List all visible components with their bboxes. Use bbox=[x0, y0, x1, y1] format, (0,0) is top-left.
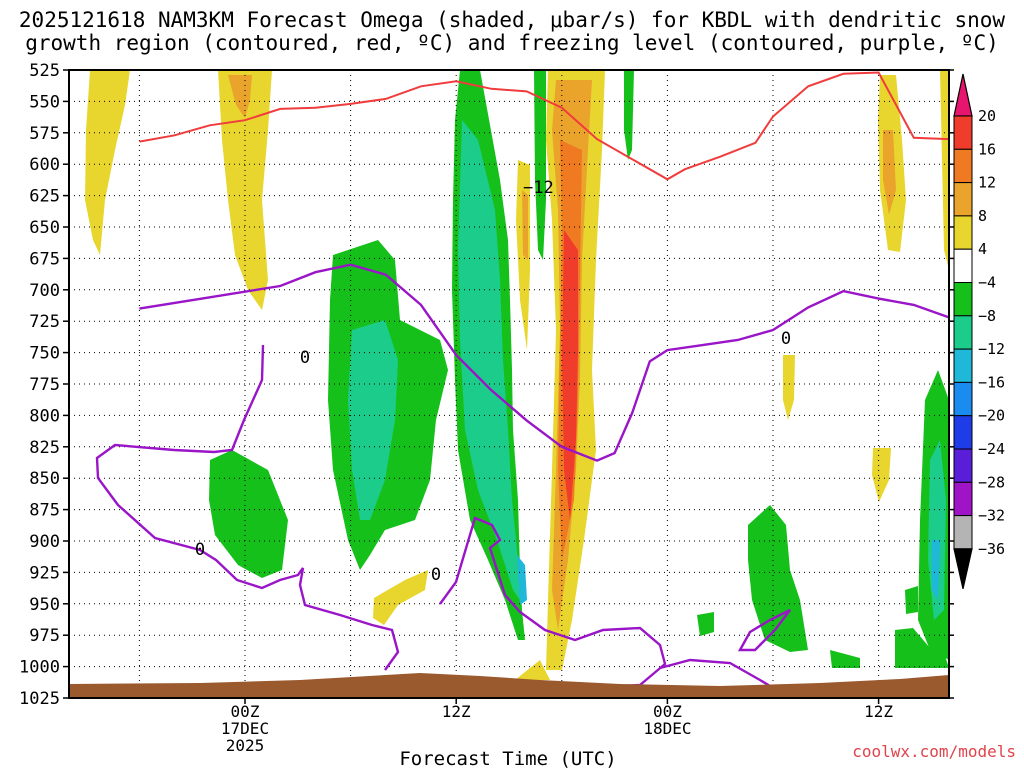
freezing-level-label: 0 bbox=[300, 348, 310, 368]
colorbar-tick-label: 8 bbox=[978, 207, 987, 225]
colorbar-tick-label: −12 bbox=[978, 340, 1005, 358]
y-tick-label: 525 bbox=[29, 61, 60, 81]
omega-shaded-region bbox=[830, 650, 860, 668]
y-tick-label: 575 bbox=[29, 124, 60, 144]
y-tick-label: 725 bbox=[29, 312, 60, 332]
freezing-level-contour-lower bbox=[95, 344, 791, 688]
omega-shaded-region bbox=[748, 505, 808, 652]
chart-title-line1: 2025121618 NAM3KM Forecast Omega (shaded… bbox=[19, 8, 1006, 32]
omega-shaded-region bbox=[228, 75, 252, 118]
freezing-level-labels: 0 0 0 0 bbox=[195, 329, 791, 585]
omega-shaded-region bbox=[883, 130, 896, 215]
y-tick-label: 700 bbox=[29, 281, 60, 301]
y-tick-label: 625 bbox=[29, 187, 60, 207]
colorbar-bottom-arrow bbox=[953, 548, 973, 590]
y-tick-label: 975 bbox=[29, 626, 60, 646]
freezing-level-label: 0 bbox=[195, 540, 205, 560]
x-axis: 00Z17DEC202512Z00Z18DEC12Z00Z19DEC bbox=[221, 698, 893, 755]
dendritic-growth-contour bbox=[139, 71, 949, 181]
x-axis-label: Forecast Time (UTC) bbox=[399, 748, 616, 768]
y-tick-label: 750 bbox=[29, 344, 60, 364]
y-tick-label: 800 bbox=[29, 406, 60, 426]
x-tick-label: 2025 bbox=[226, 736, 265, 755]
colorbar-swatch bbox=[953, 282, 973, 317]
y-tick-label: 850 bbox=[29, 469, 60, 489]
y-tick-label: 775 bbox=[29, 375, 60, 395]
omega-shaded-region bbox=[940, 70, 949, 270]
omega-shaded-region bbox=[458, 120, 520, 600]
omega-shaded-region bbox=[697, 612, 714, 636]
x-tick-label: 17DEC bbox=[221, 719, 269, 738]
colorbar-swatch bbox=[953, 115, 973, 150]
dgz-contour-label: −12 bbox=[523, 178, 554, 198]
colorbar-tick-label: 20 bbox=[978, 107, 996, 125]
colorbar-tick-label: 4 bbox=[978, 240, 987, 258]
chart-title-line2: growth region (contoured, red, ºC) and f… bbox=[25, 31, 999, 55]
omega-shaded-region bbox=[895, 628, 949, 668]
colorbar-tick-label: −28 bbox=[978, 473, 1005, 491]
omega-shaded-region bbox=[534, 70, 546, 260]
y-tick-label: 900 bbox=[29, 532, 60, 552]
omega-shading bbox=[85, 70, 949, 680]
colorbar-swatch bbox=[953, 515, 973, 550]
omega-shaded-region bbox=[348, 320, 398, 520]
colorbar-tick-label: 16 bbox=[978, 140, 996, 158]
colorbar-swatch bbox=[953, 381, 973, 417]
y-tick-label: 600 bbox=[29, 155, 60, 175]
x-tick-label: 12Z bbox=[864, 702, 893, 721]
colorbar-swatch bbox=[953, 148, 973, 184]
colorbar-tick-label: −32 bbox=[978, 507, 1005, 525]
colorbar-tick-label: −20 bbox=[978, 407, 1005, 425]
x-tick-label: 00Z bbox=[231, 702, 260, 721]
omega-shaded-region bbox=[522, 190, 528, 260]
x-tick-label: 18DEC bbox=[643, 719, 691, 738]
colorbar-swatch bbox=[953, 215, 973, 250]
omega-shaded-region bbox=[517, 555, 527, 605]
omega-shaded-region bbox=[783, 355, 795, 420]
colorbar-tick-label: −16 bbox=[978, 373, 1005, 391]
colorbar-swatch bbox=[953, 182, 973, 217]
y-tick-label: 650 bbox=[29, 218, 60, 238]
omega-shaded-region bbox=[932, 540, 940, 600]
y-tick-label: 875 bbox=[29, 501, 60, 521]
grid-lines bbox=[69, 70, 949, 698]
y-tick-label: 550 bbox=[29, 92, 60, 112]
freezing-level-contour bbox=[139, 263, 949, 462]
colorbar-swatch bbox=[953, 315, 973, 350]
credit-text: coolwx.com/models bbox=[852, 742, 1016, 761]
y-tick-label: 675 bbox=[29, 249, 60, 269]
y-tick-label: 1025 bbox=[19, 689, 60, 709]
omega-shaded-region bbox=[905, 586, 918, 614]
y-tick-label: 925 bbox=[29, 563, 60, 583]
y-tick-label: 825 bbox=[29, 438, 60, 458]
y-tick-label: 950 bbox=[29, 595, 60, 615]
colorbar-swatch bbox=[953, 481, 973, 517]
colorbar-swatch bbox=[953, 348, 973, 383]
omega-shaded-region bbox=[872, 448, 891, 502]
x-tick-label: 00Z bbox=[653, 702, 682, 721]
freezing-level-label: 0 bbox=[431, 565, 441, 585]
y-axis: 525 550 575 600 625 650 675 700 725 750 775 800 825 8… bbox=[19, 61, 954, 709]
omega-shaded-region bbox=[624, 70, 634, 160]
omega-shaded-region bbox=[373, 570, 428, 625]
x-tick-label: 12Z bbox=[442, 702, 471, 721]
omega-shaded-region bbox=[515, 660, 550, 680]
omega-shaded-region bbox=[209, 450, 288, 578]
colorbar-swatch bbox=[953, 448, 973, 483]
colorbar-tick-label: 12 bbox=[978, 174, 996, 192]
colorbar-tick-label: −4 bbox=[978, 274, 996, 292]
omega-shaded-region bbox=[85, 70, 130, 255]
terrain-band bbox=[69, 673, 949, 698]
colorbar-tick-label: −8 bbox=[978, 307, 996, 325]
colorbar: 20 16 12 8 4 −4 −8 −12 −16 −20 −24 −28 −32 −36 bbox=[953, 73, 1005, 590]
freezing-level-label: 0 bbox=[781, 329, 791, 349]
colorbar-top-arrow bbox=[953, 73, 973, 117]
colorbar-tick-label: −24 bbox=[978, 440, 1005, 458]
colorbar-swatch bbox=[953, 248, 973, 283]
colorbar-swatch bbox=[953, 415, 973, 450]
y-tick-label: 1000 bbox=[19, 658, 60, 678]
colorbar-tick-label: −36 bbox=[978, 540, 1005, 558]
